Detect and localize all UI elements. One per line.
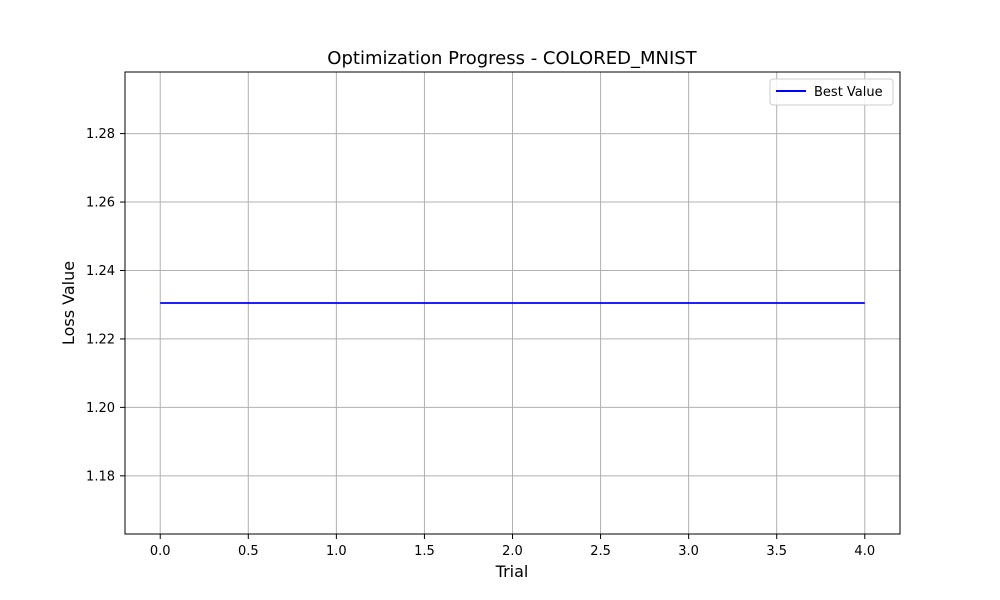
y-tick-label: 1.28 [86,127,115,142]
x-tick-label: 3.0 [678,544,699,559]
x-tick-label: 2.5 [590,544,611,559]
x-tick-label: 1.5 [414,544,435,559]
legend-box [769,78,894,106]
x-tick-label: 2.0 [502,544,523,559]
legend-label-best-value: Best Value [814,85,883,100]
x-tick-label: 0.5 [238,544,259,559]
chart-title: Optimization Progress - COLORED_MNIST [327,48,697,69]
legend: Best Value [769,78,894,106]
y-tick-label: 1.18 [86,469,115,484]
x-tick-label: 0.0 [150,544,171,559]
tick-layer: 0.0 0.5 1.0 1.5 2.0 2.5 3.0 3.5 4.0 1.18 1.20 1.22 1… [86,127,875,559]
x-tick-label: 3.5 [766,544,787,559]
x-axis-label: Trial [495,562,529,581]
x-tick-label: 1.0 [326,544,347,559]
x-tick-label: 4.0 [854,544,875,559]
y-tick-label: 1.24 [86,264,115,279]
y-tick-label: 1.26 [86,196,115,211]
y-axis-label: Loss Value [59,261,78,345]
y-tick-label: 1.22 [86,332,115,347]
y-tick-label: 1.20 [86,401,115,416]
grid-layer [125,72,900,534]
